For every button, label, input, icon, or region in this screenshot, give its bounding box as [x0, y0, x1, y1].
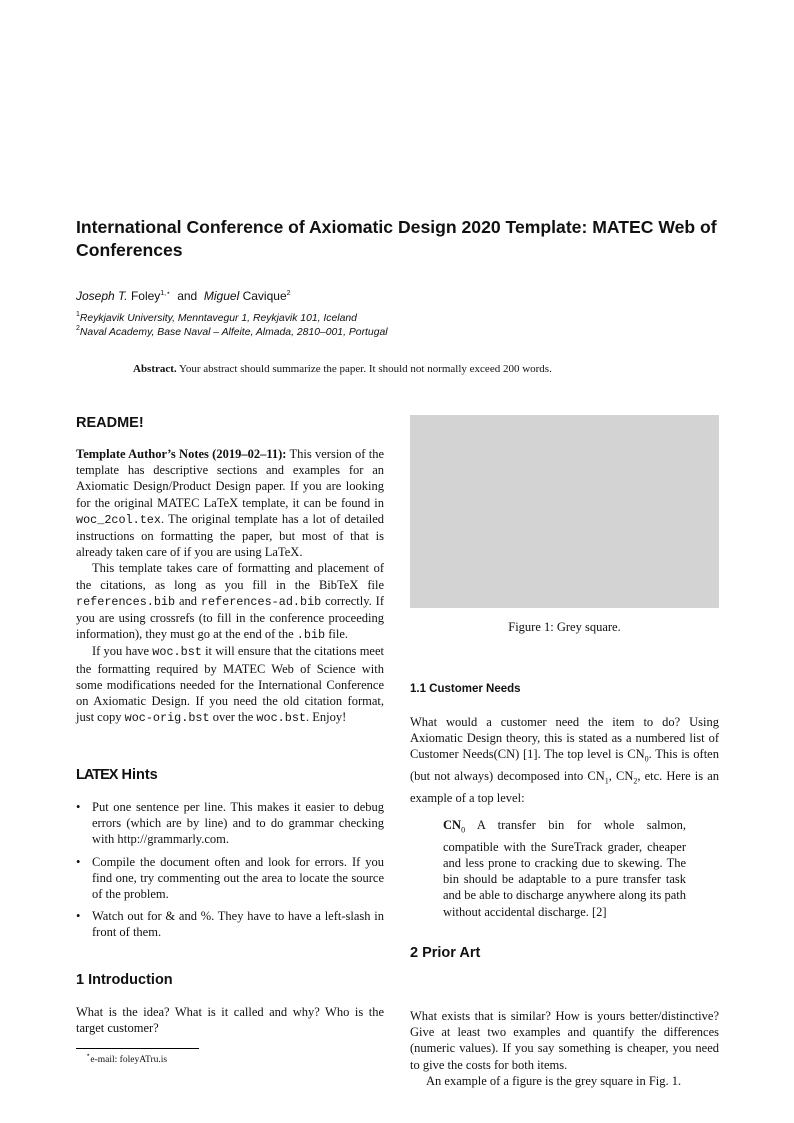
- code: references-ad.bib: [200, 594, 322, 609]
- footnote-rule: [76, 1048, 199, 1049]
- readme-heading: README!: [76, 415, 144, 431]
- text: , CN: [608, 769, 634, 784]
- text: . Enjoy!: [305, 710, 347, 725]
- abstract-label: Abstract.: [133, 363, 177, 375]
- aff-text: Naval Academy, Base Naval – Alfeite, Alm…: [79, 327, 388, 338]
- list-item: Watch out for & and %. They have to have…: [76, 908, 384, 940]
- cn0-block: CN0 A transfer bin for whole salmon, com…: [443, 817, 686, 920]
- footnote-mark: ⋆: [86, 1051, 91, 1059]
- introduction-heading: 1 Introduction: [76, 972, 173, 988]
- sub: 0: [644, 754, 649, 764]
- list-item: Put one sentence per line. This makes it…: [76, 799, 384, 848]
- text: This template takes care of formatting a…: [76, 561, 384, 592]
- text: . The original template has a lot of det…: [76, 511, 384, 560]
- affiliation-1: 1Reykjavik University, Menntavegur 1, Re…: [76, 308, 357, 326]
- aff-num: 1: [76, 311, 80, 318]
- code: woc.bst: [152, 645, 202, 660]
- notes-label: Template Author’s Notes (2019–02–11):: [76, 447, 287, 461]
- footnote: ⋆e-mail: foleyATru.is: [86, 1051, 167, 1065]
- text: If you have: [92, 644, 153, 659]
- prior-art-text: What exists that is similar? How is your…: [410, 1008, 719, 1089]
- aff-text: Reykjavik University, Menntavegur 1, Rey…: [79, 313, 357, 324]
- text: file.: [325, 627, 349, 642]
- prior-art-heading: 2 Prior Art: [410, 945, 481, 961]
- figure-caption: Figure 1: Grey square.: [508, 620, 621, 634]
- aff-num: 2: [76, 325, 80, 332]
- readme-body: Template Author’s Notes (2019–02–11): Th…: [76, 446, 384, 726]
- code: .bib: [296, 628, 326, 643]
- sub: 0: [461, 825, 466, 835]
- paragraph: An example of a figure is the grey squar…: [426, 1073, 682, 1088]
- readme-p1: Template Author’s Notes (2019–02–11): Th…: [76, 446, 384, 560]
- text: correctly. If you are using crossrefs (t…: [76, 593, 384, 642]
- paragraph: What exists that is similar? How is your…: [410, 1009, 719, 1072]
- abstract: Abstract. Your abstract should summarize…: [133, 362, 673, 377]
- latex-hints-heading: LATEX Hints: [76, 766, 384, 784]
- text: . This is often (but not always) decompo…: [410, 747, 719, 784]
- hints-list: Put one sentence per line. This makes it…: [76, 799, 384, 947]
- hints-heading-text: Hints: [121, 767, 158, 783]
- sub: 2: [633, 776, 638, 786]
- abstract-text: Your abstract should summarize the paper…: [179, 363, 552, 375]
- code: woc.bst: [256, 711, 306, 726]
- text: over the: [209, 710, 257, 725]
- author-1-first: Joseph T.: [76, 289, 128, 303]
- text: and: [175, 593, 201, 608]
- list-item: Compile the document often and look for …: [76, 854, 384, 903]
- paper-title: International Conference of Axiomatic De…: [76, 217, 717, 260]
- cn-text: A transfer bin for whole salmon, compati…: [443, 818, 686, 919]
- customer-needs-heading: 1.1 Customer Needs: [410, 683, 521, 695]
- and: and: [177, 289, 198, 303]
- author-2-last: Cavique: [242, 289, 287, 303]
- affiliation-2: 2Naval Academy, Base Naval – Alfeite, Al…: [76, 322, 388, 340]
- introduction-text: What is the idea? What is it called and …: [76, 1005, 384, 1036]
- text: This version of the template has descrip…: [76, 447, 384, 510]
- author-1-sup: 1,⋆: [160, 290, 171, 297]
- text: it will ensure that the citations meet t…: [76, 644, 384, 725]
- author-2-first: Miguel: [203, 289, 240, 303]
- cn-label: CN: [443, 818, 462, 832]
- code: references.bib: [76, 594, 176, 609]
- readme-p3: If you have woc.bst it will ensure that …: [76, 643, 384, 726]
- sub: 1: [604, 776, 609, 786]
- author-2-sup: 2: [286, 290, 291, 297]
- customer-needs-text: What would a customer need the item to d…: [410, 714, 719, 806]
- text: What would a customer need the item to d…: [410, 715, 719, 762]
- authors: Joseph T. Foley1,⋆ and Miguel Cavique2: [76, 286, 291, 304]
- code: woc-orig.bst: [124, 711, 210, 726]
- code: woc_2col.tex: [76, 512, 161, 527]
- author-1-last: Foley: [130, 289, 161, 303]
- grey-square-figure: [410, 415, 719, 608]
- text: , etc. Here is an example of a top level…: [410, 769, 719, 805]
- footnote-text: e-mail: foleyATru.is: [90, 1055, 168, 1065]
- latex-logo: LATEX: [76, 767, 118, 783]
- readme-p2: This template takes care of formatting a…: [76, 560, 384, 643]
